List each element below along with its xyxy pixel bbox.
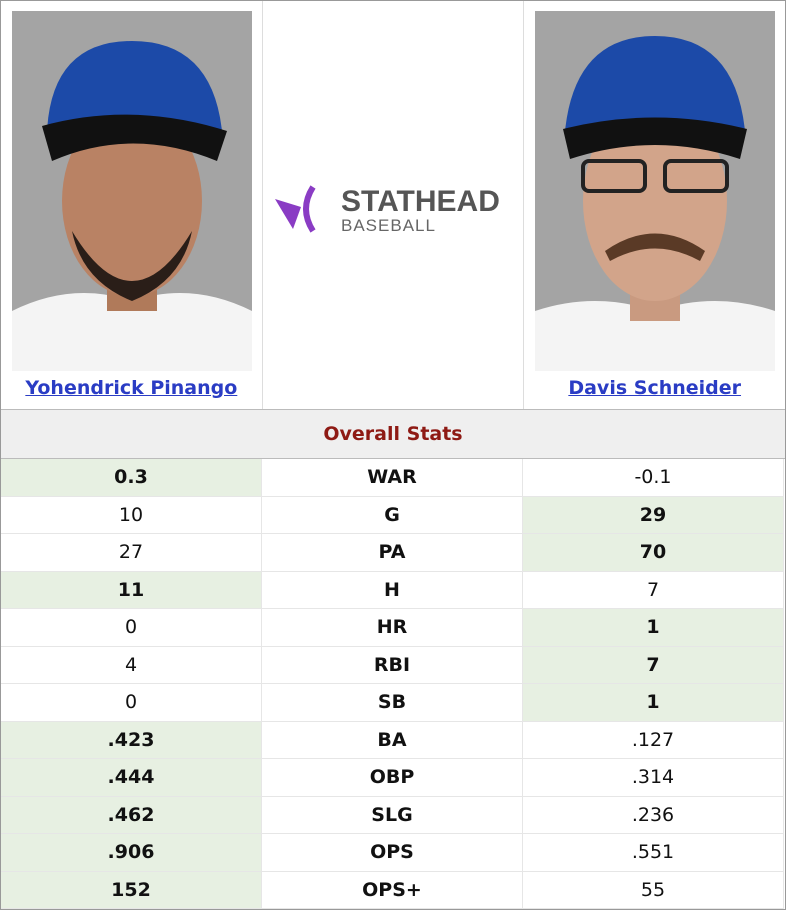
stat-name: SLG (262, 796, 523, 834)
stat-row: .462 SLG .236 (1, 796, 785, 834)
stat-name: OPS (262, 834, 523, 872)
right-value: 29 (523, 496, 784, 534)
stat-row: 10 G 29 (1, 496, 785, 534)
player-name[interactable]: Davis Schneider (568, 377, 742, 399)
right-value: .127 (523, 721, 784, 759)
left-value: 0 (1, 684, 262, 722)
player-name[interactable]: Yohendrick Pinango (25, 377, 238, 399)
stat-row: 11 H 7 (1, 571, 785, 609)
left-value: .462 (1, 796, 262, 834)
left-value: .444 (1, 759, 262, 797)
stat-name: G (262, 496, 523, 534)
right-value: 55 (523, 871, 784, 909)
stat-row: .906 OPS .551 (1, 834, 785, 872)
stat-name: OBP (262, 759, 523, 797)
player-photo (12, 11, 252, 371)
stat-row: 4 RBI 7 (1, 646, 785, 684)
left-value: .423 (1, 721, 262, 759)
left-value: 27 (1, 534, 262, 572)
logo-main: STATHEAD (341, 185, 500, 218)
stat-name: SB (262, 684, 523, 722)
stats-table: 0.3 WAR -0.1 10 G 29 27 PA 70 11 H 7 0 HR 1 4 RBI 7 0 SB 1.4… (1, 459, 785, 909)
right-value: -0.1 (523, 459, 784, 497)
stat-row: 0.3 WAR -0.1 (1, 459, 785, 497)
left-value: 0 (1, 609, 262, 647)
stat-name: WAR (262, 459, 523, 497)
player-left: Yohendrick Pinango (1, 1, 263, 409)
left-value: 152 (1, 871, 262, 909)
header: Yohendrick Pinango STATHEAD BASEBALL (1, 1, 785, 409)
logo: STATHEAD BASEBALL (274, 185, 500, 235)
left-value: 0.3 (1, 459, 262, 497)
right-value: .314 (523, 759, 784, 797)
stat-name: OPS+ (262, 871, 523, 909)
stat-row: 0 SB 1 (1, 684, 785, 722)
stat-name: H (262, 571, 523, 609)
right-value: 70 (523, 534, 784, 572)
stat-row: 152 OPS+ 55 (1, 871, 785, 909)
stat-name: RBI (262, 646, 523, 684)
section-title: Overall Stats (1, 409, 785, 459)
left-value: 10 (1, 496, 262, 534)
stat-row: 27 PA 70 (1, 534, 785, 572)
left-value: 4 (1, 646, 262, 684)
right-value: 7 (523, 571, 784, 609)
stat-name: HR (262, 609, 523, 647)
right-value: 7 (523, 646, 784, 684)
right-value: .236 (523, 796, 784, 834)
player-right: Davis Schneider (524, 1, 785, 409)
right-value: 1 (523, 684, 784, 722)
stat-name: BA (262, 721, 523, 759)
logo-sub: BASEBALL (341, 216, 436, 235)
stat-name: PA (262, 534, 523, 572)
left-value: .906 (1, 834, 262, 872)
logo-column: STATHEAD BASEBALL (263, 1, 525, 409)
stat-row: 0 HR 1 (1, 609, 785, 647)
right-value: .551 (523, 834, 784, 872)
left-value: 11 (1, 571, 262, 609)
right-value: 1 (523, 609, 784, 647)
player-photo (535, 11, 776, 371)
stat-row: .423 BA .127 (1, 721, 785, 759)
stat-row: .444 OBP .314 (1, 759, 785, 797)
